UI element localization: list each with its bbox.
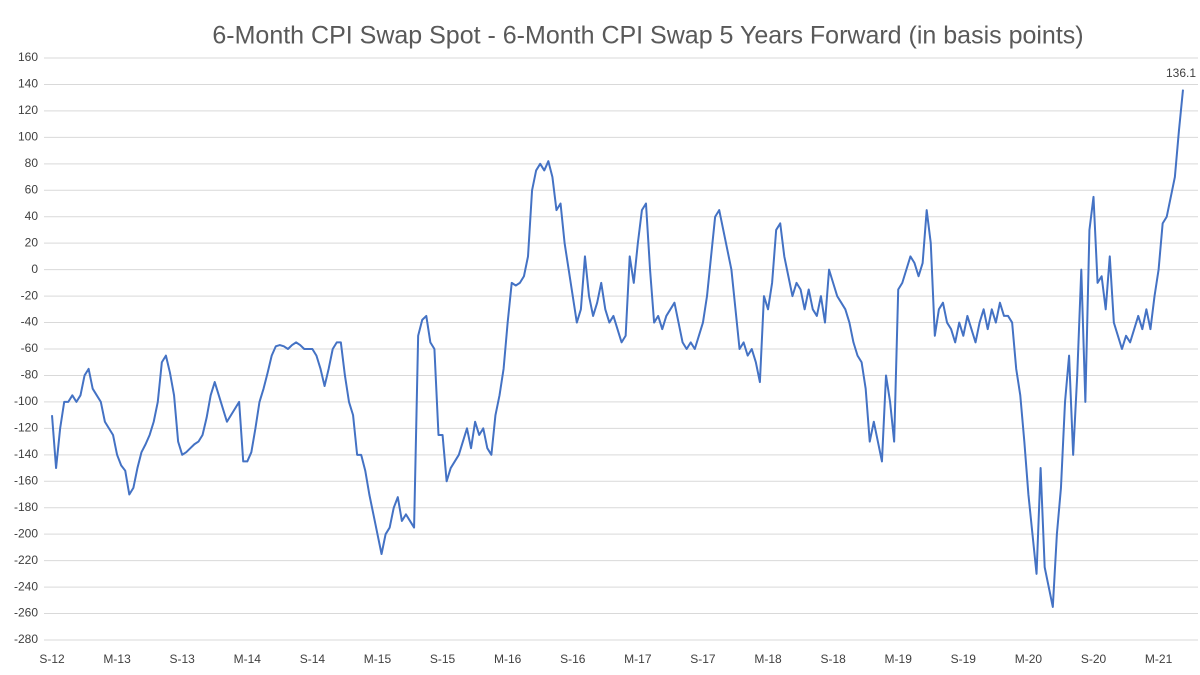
x-tick-label: S-16 <box>560 652 586 666</box>
x-tick-label: M-18 <box>754 652 782 666</box>
x-tick-label: S-17 <box>690 652 716 666</box>
chart-title: 6-Month CPI Swap Spot - 6-Month CPI Swap… <box>212 22 1083 50</box>
y-tick-label: -60 <box>21 341 39 355</box>
data-line <box>51 89 1184 608</box>
y-tick-label: 80 <box>25 156 39 170</box>
y-tick-label: 100 <box>18 130 38 144</box>
x-tick-label: M-13 <box>103 652 131 666</box>
y-tick-label: 60 <box>25 182 39 196</box>
x-tick-label: M-15 <box>364 652 392 666</box>
x-tick-label: M-16 <box>494 652 522 666</box>
x-tick-label: S-19 <box>951 652 977 666</box>
y-tick-label: -20 <box>21 288 39 302</box>
x-tick-label: S-18 <box>820 652 846 666</box>
y-tick-label: 140 <box>18 77 38 91</box>
y-tick-label: -120 <box>14 421 38 435</box>
y-tick-label: -140 <box>14 447 38 461</box>
x-tick-label: S-20 <box>1081 652 1107 666</box>
y-tick-label: -180 <box>14 500 38 514</box>
x-tick-label: S-15 <box>430 652 456 666</box>
y-tick-label: -40 <box>21 315 39 329</box>
y-tick-label: -260 <box>14 606 38 620</box>
y-tick-label: -100 <box>14 394 38 408</box>
x-tick-label: M-21 <box>1145 652 1173 666</box>
y-tick-label: 120 <box>18 103 38 117</box>
y-tick-label: -240 <box>14 579 38 593</box>
x-tick-label: M-14 <box>234 652 262 666</box>
y-tick-label: -280 <box>14 632 38 646</box>
data-label: 136.1 <box>1166 66 1196 80</box>
x-tick-label: S-12 <box>39 652 65 666</box>
y-tick-label: -220 <box>14 553 38 567</box>
y-tick-label: 40 <box>25 209 39 223</box>
y-tick-label: -200 <box>14 526 38 540</box>
x-tick-label: S-14 <box>300 652 326 666</box>
y-tick-label: -160 <box>14 473 38 487</box>
y-tick-label: 160 <box>18 50 38 64</box>
y-tick-label: -80 <box>21 368 39 382</box>
x-tick-label: M-20 <box>1015 652 1043 666</box>
x-tick-label: M-17 <box>624 652 652 666</box>
y-tick-label: 20 <box>25 235 39 249</box>
x-tick-label: M-19 <box>885 652 913 666</box>
x-tick-label: S-13 <box>170 652 196 666</box>
y-tick-label: 0 <box>31 262 38 276</box>
